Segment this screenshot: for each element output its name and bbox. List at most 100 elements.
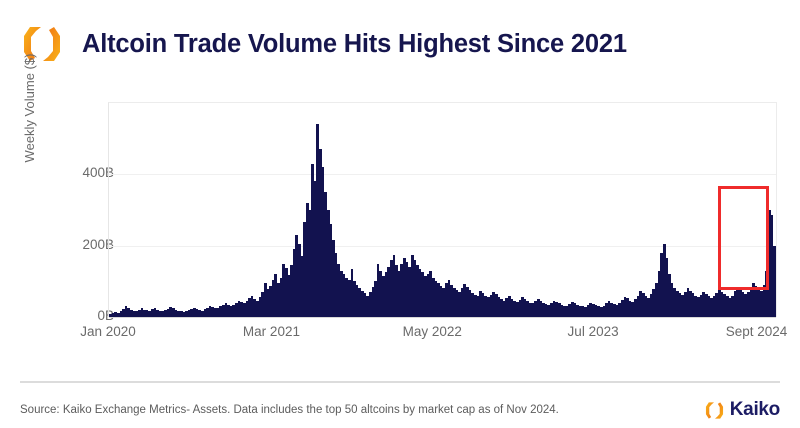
bar <box>116 312 120 317</box>
bar <box>615 304 619 317</box>
bar <box>770 215 774 317</box>
page-title: Altcoin Trade Volume Hits Highest Since … <box>82 29 627 58</box>
bar <box>266 289 270 317</box>
bar <box>109 314 112 317</box>
bar <box>166 308 170 317</box>
bar <box>592 304 595 317</box>
bar <box>707 296 711 317</box>
bar <box>311 163 314 317</box>
bar <box>515 302 519 317</box>
bar <box>544 304 548 317</box>
bar <box>124 306 128 317</box>
bar <box>271 279 275 317</box>
bar <box>219 306 222 317</box>
bar <box>712 295 716 317</box>
kaiko-hexagon-logo-icon <box>24 27 60 61</box>
bar <box>284 267 288 317</box>
bar <box>292 249 296 317</box>
bar <box>237 300 241 317</box>
bar <box>410 254 414 317</box>
bar <box>250 296 254 317</box>
bar <box>636 295 640 317</box>
bar <box>158 310 162 317</box>
bar <box>416 265 419 317</box>
bar <box>539 300 543 317</box>
bar <box>114 312 117 317</box>
bar <box>584 307 587 317</box>
bar <box>187 310 191 317</box>
bar <box>773 245 776 317</box>
bar <box>308 210 312 317</box>
bar <box>137 309 141 317</box>
bar <box>329 224 333 317</box>
bar <box>563 305 566 317</box>
gridline-400b <box>109 174 776 176</box>
bar <box>460 288 464 317</box>
bar <box>119 310 123 317</box>
bar <box>429 270 432 317</box>
bar <box>161 311 165 317</box>
bar <box>135 311 138 317</box>
bar <box>641 293 645 317</box>
bar <box>510 299 514 317</box>
bar <box>466 286 469 317</box>
bar <box>500 299 503 317</box>
bar <box>445 283 448 317</box>
bar <box>586 304 590 317</box>
bar <box>620 299 624 317</box>
y-axis-tick-0b: 0B <box>97 308 114 323</box>
bar <box>216 307 220 317</box>
bar <box>568 304 571 317</box>
bar <box>169 307 172 317</box>
bar <box>668 274 671 317</box>
bar <box>757 288 760 317</box>
bar <box>379 270 382 317</box>
bar <box>111 313 115 317</box>
bar <box>282 263 285 317</box>
bar <box>382 275 385 317</box>
bar <box>529 302 532 317</box>
bar <box>431 277 435 317</box>
bar <box>421 272 424 317</box>
bar <box>290 265 293 317</box>
bar <box>581 306 585 317</box>
bar <box>287 274 291 317</box>
bar <box>644 296 648 317</box>
bar <box>148 310 151 317</box>
bar <box>676 291 679 317</box>
bar <box>744 294 747 317</box>
bar <box>424 275 427 317</box>
y-axis-tick-400b: 400B <box>82 165 114 181</box>
bar <box>523 299 527 317</box>
bar <box>736 286 739 317</box>
bar <box>557 303 561 317</box>
bar <box>760 290 763 317</box>
bar <box>497 297 501 317</box>
bar <box>681 294 684 317</box>
bar <box>762 284 766 317</box>
bar <box>361 291 364 317</box>
bar <box>366 295 369 317</box>
bar <box>376 263 380 317</box>
bar <box>749 287 753 317</box>
bar <box>277 282 280 317</box>
bar <box>434 281 438 317</box>
bar <box>683 292 687 317</box>
bar <box>463 284 466 317</box>
bar <box>521 297 524 317</box>
bar <box>347 279 351 317</box>
bar <box>505 298 508 317</box>
bar <box>340 270 343 317</box>
bar <box>618 302 621 317</box>
bar <box>418 268 422 317</box>
axis-baseline <box>109 317 776 318</box>
bar <box>224 302 228 317</box>
bar <box>211 307 214 317</box>
bar <box>571 302 574 317</box>
bar <box>447 279 451 317</box>
bar <box>752 283 755 317</box>
x-axis-tick-4: Sept 2024 <box>725 324 788 339</box>
bar <box>626 298 629 317</box>
bar <box>613 304 616 317</box>
bar <box>694 295 697 317</box>
